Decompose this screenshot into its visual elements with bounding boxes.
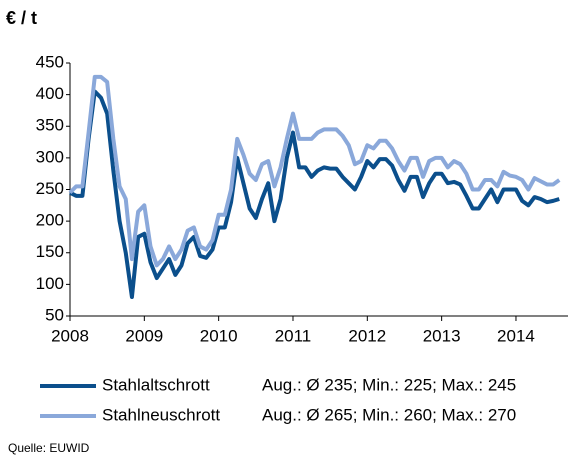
y-tick-label: 100 (36, 274, 64, 293)
legend-label: Stahlaltschrott (102, 375, 210, 394)
series-line (68, 74, 561, 268)
y-tick-label: 450 (36, 52, 64, 71)
x-tick-label: 2014 (497, 326, 535, 345)
legend-note: Aug.: Ø 265; Min.: 260; Max.: 270 (262, 405, 516, 424)
x-tick-label: 2009 (125, 326, 163, 345)
y-tick-label: 50 (45, 305, 64, 324)
x-tick-label: 2010 (200, 326, 238, 345)
series-line (69, 89, 560, 300)
y-tick-label: 350 (36, 116, 64, 135)
x-tick-label: 2011 (275, 326, 312, 345)
y-axis-label: € / t (6, 8, 37, 28)
y-tick-label: 250 (36, 179, 64, 198)
x-tick-label: 2013 (423, 326, 461, 345)
y-tick-label: 300 (36, 147, 64, 166)
source: Quelle: EUWID (8, 441, 90, 455)
y-tick-label: 150 (36, 242, 64, 261)
legend-label: Stahlneuschrott (102, 405, 220, 424)
y-tick-label: 400 (36, 84, 64, 103)
legend-note: Aug.: Ø 235; Min.: 225; Max.: 245 (262, 375, 516, 394)
y-tick-label: 200 (36, 211, 64, 230)
x-tick-label: 2012 (348, 326, 386, 345)
x-tick-label: 2008 (51, 326, 89, 345)
